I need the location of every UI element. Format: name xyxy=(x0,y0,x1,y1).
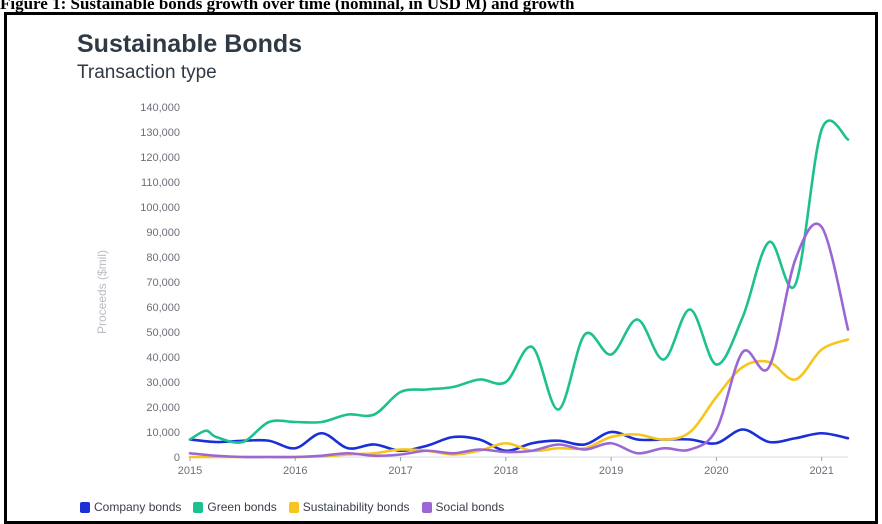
sustainability-bonds-line xyxy=(188,338,850,459)
legend-swatch xyxy=(421,501,432,513)
x-tick-label: 2015 xyxy=(178,465,202,477)
y-tick-label: 60,000 xyxy=(146,302,180,314)
legend-item-company-bonds: Company bonds xyxy=(80,500,181,514)
y-tick-label: 90,000 xyxy=(146,227,180,239)
legend-item-sustainability-bonds: Sustainability bonds xyxy=(288,500,410,514)
y-tick-label: 80,000 xyxy=(146,252,180,264)
legend-swatch xyxy=(193,501,204,513)
y-tick-label: 30,000 xyxy=(146,377,180,389)
y-tick-label: 140,000 xyxy=(140,102,180,114)
y-tick-label: 50,000 xyxy=(146,327,180,339)
y-tick-label: 20,000 xyxy=(146,402,180,414)
green-bonds-line xyxy=(188,119,850,444)
legend-label: Green bonds xyxy=(207,500,277,514)
chart-subtitle: Transaction type xyxy=(77,62,217,83)
legend-item-green-bonds: Green bonds xyxy=(193,500,277,514)
x-tick-label: 2021 xyxy=(809,465,833,477)
y-tick-label: 130,000 xyxy=(140,127,180,139)
chart-title: Sustainable Bonds xyxy=(77,30,303,58)
y-tick-label: 40,000 xyxy=(146,352,180,364)
legend-label: Social bonds xyxy=(435,500,505,514)
y-tick-label: 10,000 xyxy=(146,427,180,439)
social-bonds-line xyxy=(188,222,850,459)
figure-caption: Figure 1: Sustainable bonds growth over … xyxy=(0,0,575,13)
y-tick-label: 120,000 xyxy=(140,152,180,164)
legend-swatch xyxy=(80,501,90,513)
x-tick-label: 2017 xyxy=(388,465,412,477)
chart-frame xyxy=(4,12,878,524)
y-tick-label: 0 xyxy=(174,452,180,464)
x-tick-label: 2016 xyxy=(283,465,307,477)
y-tick-label: 110,000 xyxy=(141,177,180,189)
legend-item-social-bonds: Social bonds xyxy=(421,500,505,514)
y-tick-label: 100,000 xyxy=(140,202,180,214)
legend-swatch xyxy=(288,501,299,513)
x-tick-label: 2020 xyxy=(704,465,728,477)
y-tick-label: 70,000 xyxy=(146,277,180,289)
legend-label: Sustainability bonds xyxy=(302,500,410,514)
axis-layer: 0 10,000 20,000 30,000 40,000 50,000 60,000 70,… xyxy=(140,102,834,477)
legend-label: Company bonds xyxy=(94,500,182,514)
x-tick-label: 2019 xyxy=(599,465,623,477)
series-layer xyxy=(188,119,850,459)
x-tick-label: 2018 xyxy=(494,465,518,477)
chart-legend: Company bonds Green bonds Sustainability b… xyxy=(80,500,504,514)
